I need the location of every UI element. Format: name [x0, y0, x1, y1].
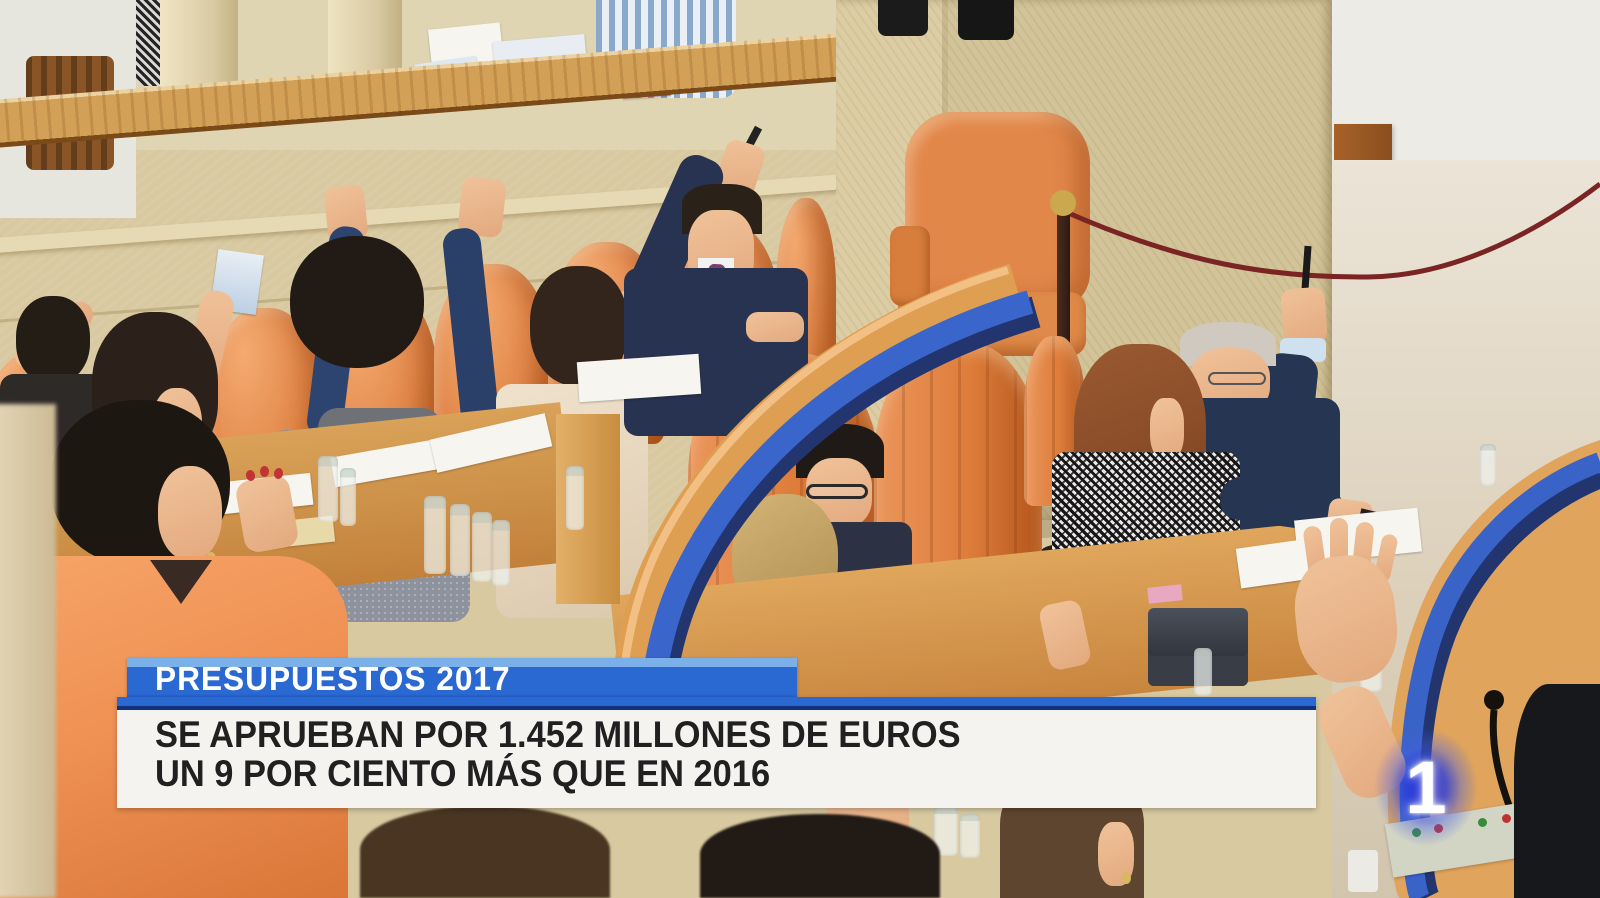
standalone-orange-chair-armrest [890, 226, 930, 306]
desk-arc-center-blue-band [638, 290, 1034, 731]
glasses [806, 484, 868, 499]
person-head [16, 296, 90, 384]
speaker-box [878, 0, 928, 36]
hands-on-desk [746, 312, 804, 342]
person-head-bottom [360, 806, 610, 898]
lower-third-headline: SE APRUEBAN POR 1.452 MILLONES DE EUROS … [117, 697, 1316, 808]
channel-logo-number: 1 [1405, 745, 1447, 829]
microphone-head [1484, 690, 1504, 710]
glasses [1208, 372, 1266, 385]
gallery-column-base [328, 0, 402, 80]
person-face [1150, 398, 1184, 460]
water-bottle [424, 496, 446, 574]
water-bottle [1480, 444, 1496, 486]
water-bottle [472, 512, 492, 582]
earring [1122, 872, 1131, 884]
desk-arc-center-wood-highlight [616, 266, 1010, 725]
lower-third-topic-bar: PRESUPUESTOS 2017 [127, 658, 797, 700]
person-head-dark-bob [290, 236, 424, 368]
speaker-box [958, 0, 1014, 40]
water-bottle [340, 468, 356, 526]
red-rope [1064, 182, 1600, 280]
desk-arc-center-wood [609, 263, 1021, 729]
voting-led-green [1478, 818, 1487, 827]
stanchion-ball [1050, 190, 1076, 216]
lower-third-topic-text: PRESUPUESTOS 2017 [155, 660, 511, 697]
water-bottle [1194, 648, 1212, 696]
white-cup [1348, 850, 1378, 892]
channel-logo-la1-icon: 1 [1374, 728, 1478, 846]
headline-line-1: SE APRUEBAN POR 1.452 MILLONES DE EUROS [155, 714, 961, 755]
water-bottle [450, 504, 470, 576]
red-nail [260, 466, 269, 477]
person-face [158, 466, 222, 560]
water-bottle [960, 814, 980, 858]
voting-led-red [1502, 814, 1511, 823]
foreground-desk-edge [0, 404, 56, 898]
water-bottle [318, 456, 338, 522]
water-bottle [492, 520, 510, 586]
person-dark-suit-corner [1514, 684, 1600, 898]
water-bottle [566, 466, 584, 530]
person-head-bottom [700, 814, 940, 898]
headline-line-2: UN 9 POR CIENTO MÁS QUE EN 2016 [155, 753, 771, 794]
